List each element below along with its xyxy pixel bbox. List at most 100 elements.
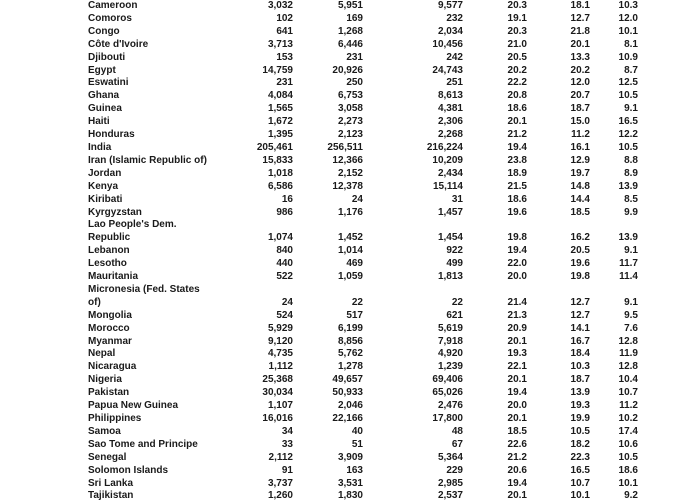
value-cell: 229 bbox=[446, 464, 463, 476]
value-cell: 5,951 bbox=[337, 0, 363, 11]
value-cell: 10.3 bbox=[618, 0, 638, 11]
value-cell bbox=[527, 219, 590, 232]
value-cell: 7,918 bbox=[437, 335, 463, 347]
value-cell: 22.3 bbox=[570, 451, 590, 463]
value-cell: 13.3 bbox=[570, 51, 590, 63]
table-row: Haiti 1,672 2,273 2,306 20.1 15.0 16.5 bbox=[88, 116, 638, 129]
country-cell: Guinea bbox=[88, 103, 122, 115]
value-cell: 20.3 bbox=[507, 25, 527, 37]
value-cell: 4,920 bbox=[437, 348, 463, 360]
value-cell: 1,074 bbox=[267, 232, 293, 244]
country-cell: Senegal bbox=[88, 451, 127, 463]
value-cell: 250 bbox=[346, 77, 363, 89]
value-cell: 242 bbox=[446, 51, 463, 63]
value-cell: 499 bbox=[446, 258, 463, 270]
country-cell: Eswatini bbox=[88, 77, 129, 89]
value-cell: 440 bbox=[276, 258, 293, 270]
value-cell: 5,364 bbox=[437, 451, 463, 463]
value-cell: 18.2 bbox=[570, 438, 590, 450]
value-cell: 2,537 bbox=[437, 490, 463, 500]
table-row: Kenya 6,586 12,378 15,114 21.5 14.8 13.9 bbox=[88, 181, 638, 194]
value-cell: 1,395 bbox=[267, 129, 293, 141]
value-cell: 10.5 bbox=[618, 141, 638, 153]
country-cell: Papua New Guinea bbox=[88, 400, 179, 412]
value-cell: 153 bbox=[276, 51, 293, 63]
country-cell: Lebanon bbox=[88, 245, 130, 257]
value-cell: 524 bbox=[276, 309, 293, 321]
value-cell: 2,034 bbox=[437, 25, 463, 37]
value-cell bbox=[363, 284, 463, 297]
table-row: of) 24 22 22 21.4 12.7 9.1 bbox=[88, 297, 638, 310]
country-cell: Philippines bbox=[88, 413, 142, 424]
value-cell: 4,735 bbox=[267, 348, 293, 360]
value-cell: 19.6 bbox=[570, 258, 590, 270]
table-row: Egypt 14,759 20,926 24,743 20.2 20.2 8.7 bbox=[88, 65, 638, 78]
value-cell bbox=[293, 219, 363, 232]
value-cell: 69,406 bbox=[432, 374, 463, 386]
value-cell: 641 bbox=[276, 25, 293, 37]
value-cell: 30,034 bbox=[262, 387, 293, 399]
value-cell: 12,366 bbox=[332, 154, 363, 166]
value-cell: 9,120 bbox=[267, 335, 293, 347]
value-cell: 8,856 bbox=[337, 335, 363, 347]
value-cell: 18.4 bbox=[570, 348, 590, 360]
value-cell: 10,456 bbox=[432, 38, 463, 50]
value-cell bbox=[213, 284, 293, 297]
value-cell: 51 bbox=[351, 438, 363, 450]
value-cell bbox=[590, 284, 638, 297]
value-cell: 15.0 bbox=[570, 116, 590, 128]
value-cell: 6,446 bbox=[337, 38, 363, 50]
value-cell: 20.6 bbox=[507, 464, 527, 476]
value-cell bbox=[463, 284, 527, 297]
table-row: Honduras 1,395 2,123 2,268 21.2 11.2 12.2 bbox=[88, 129, 638, 142]
value-cell: 18.6 bbox=[507, 103, 527, 115]
value-cell: 251 bbox=[446, 77, 463, 89]
table-row: Nicaragua 1,112 1,278 1,239 22.1 10.3 12.8 bbox=[88, 361, 638, 374]
value-cell: 1,107 bbox=[267, 400, 293, 412]
value-cell: 67 bbox=[451, 438, 463, 450]
value-cell: 33 bbox=[281, 438, 293, 450]
value-cell: 2,123 bbox=[337, 129, 363, 141]
table-row: Cameroon 3,032 5,951 9,577 20.3 18.1 10.3 bbox=[88, 0, 638, 13]
value-cell: 7.6 bbox=[624, 322, 638, 334]
value-cell: 16.7 bbox=[570, 335, 590, 347]
value-cell: 12.5 bbox=[618, 77, 638, 89]
value-cell: 18.5 bbox=[570, 206, 590, 218]
value-cell: 48 bbox=[451, 425, 463, 437]
value-cell: 13.9 bbox=[618, 232, 638, 244]
value-cell bbox=[590, 219, 638, 232]
value-cell: 10.5 bbox=[618, 451, 638, 463]
value-cell: 5,619 bbox=[437, 322, 463, 334]
country-cell: Kenya bbox=[88, 180, 119, 192]
value-cell: 10.6 bbox=[618, 438, 638, 450]
table-row: Philippines 16,016 22,166 17,800 20.1 19.9 10.… bbox=[88, 413, 638, 426]
country-cell: India bbox=[88, 141, 112, 153]
value-cell: 20.0 bbox=[507, 271, 527, 283]
value-cell: 986 bbox=[276, 206, 293, 218]
value-cell: 4,084 bbox=[267, 90, 293, 102]
value-cell: 231 bbox=[276, 77, 293, 89]
value-cell: 5,929 bbox=[267, 322, 293, 334]
value-cell: 12.7 bbox=[570, 296, 590, 308]
value-cell: 15,114 bbox=[432, 180, 463, 192]
table-row: Lao People's Dem. bbox=[88, 219, 638, 232]
value-cell: 10.3 bbox=[570, 361, 590, 373]
value-cell: 14.4 bbox=[570, 193, 590, 205]
value-cell: 16.5 bbox=[570, 464, 590, 476]
value-cell: 19.6 bbox=[507, 206, 527, 218]
value-cell: 12.0 bbox=[618, 12, 638, 24]
value-cell: 20.8 bbox=[507, 90, 527, 102]
value-cell: 19.4 bbox=[507, 245, 527, 257]
table-row: Guinea 1,565 3,058 4,381 18.6 18.7 9.1 bbox=[88, 103, 638, 116]
value-cell: 10.7 bbox=[570, 477, 590, 489]
value-cell: 922 bbox=[446, 245, 463, 257]
value-cell: 1,176 bbox=[337, 206, 363, 218]
value-cell: 20.1 bbox=[507, 374, 527, 386]
country-cell: Congo bbox=[88, 25, 120, 37]
value-cell: 522 bbox=[276, 271, 293, 283]
value-cell: 163 bbox=[346, 464, 363, 476]
value-cell: 1,014 bbox=[337, 245, 363, 257]
table-row: Mauritania 522 1,059 1,813 20.0 19.8 11.4 bbox=[88, 271, 638, 284]
value-cell: 18.7 bbox=[570, 103, 590, 115]
value-cell: 20.0 bbox=[507, 400, 527, 412]
